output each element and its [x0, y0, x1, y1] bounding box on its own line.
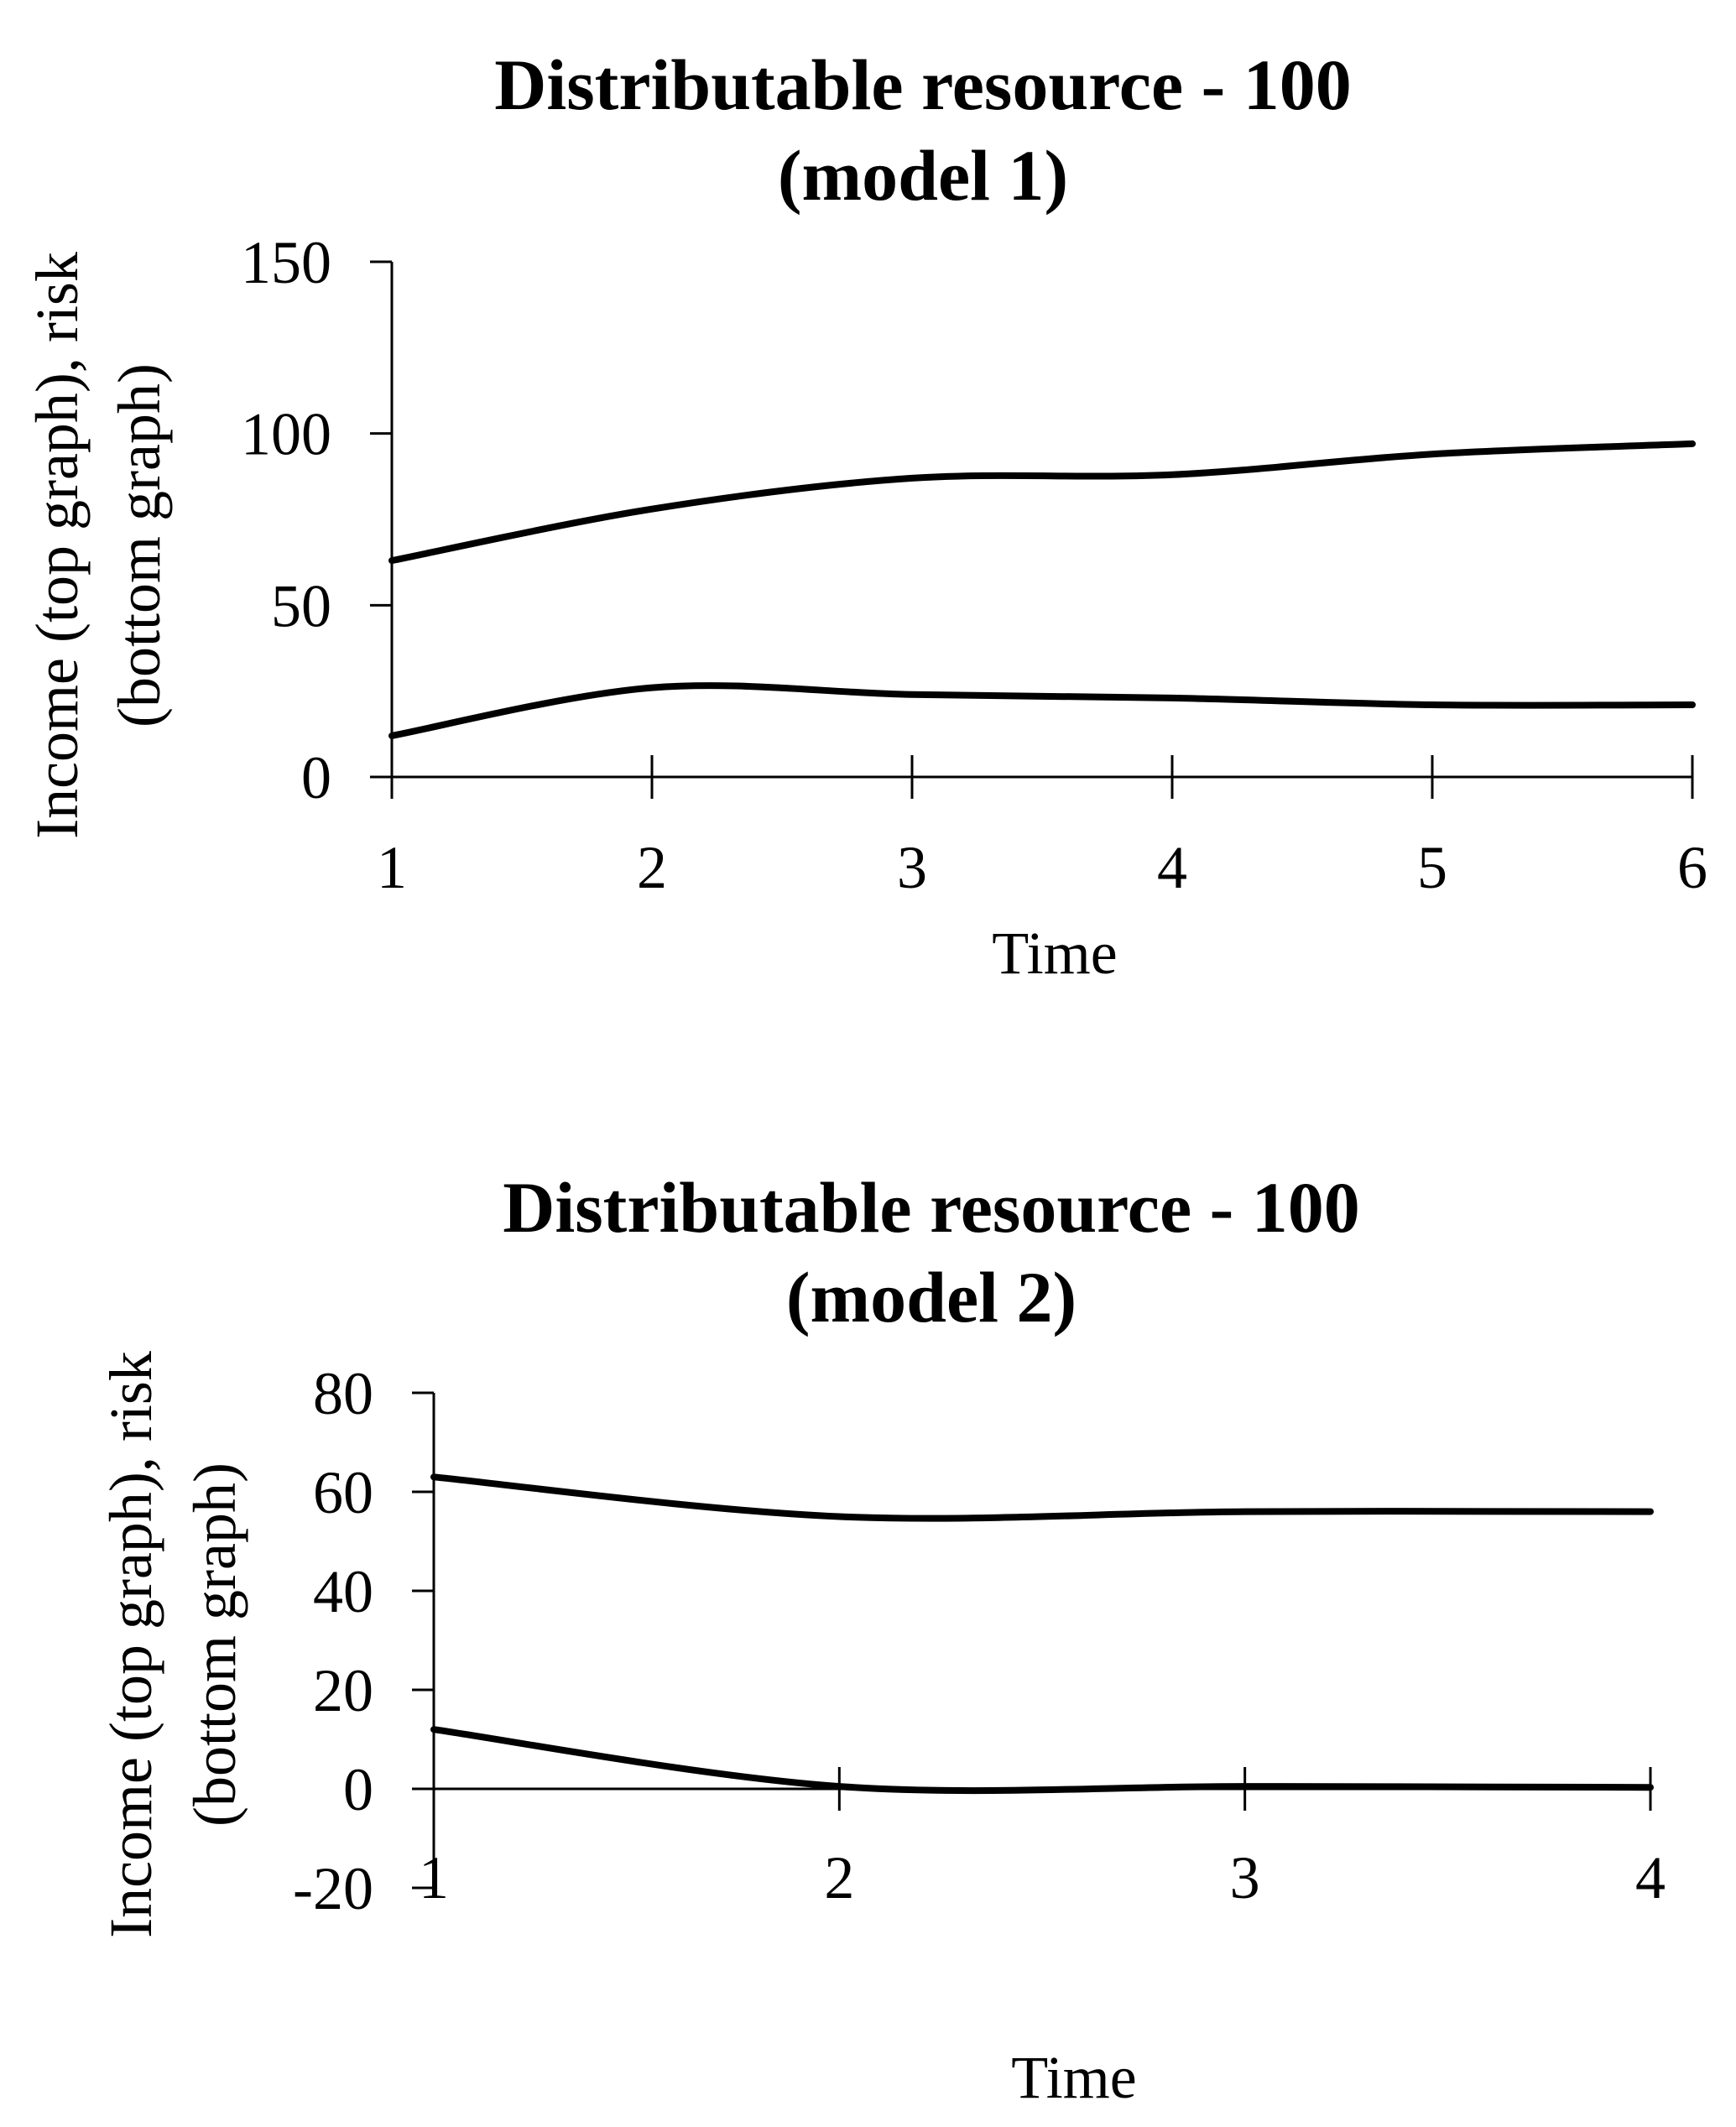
chart-2-y-tick-label: -20 [293, 1855, 373, 1922]
chart-2-x-tick-label: 3 [1230, 1844, 1260, 1911]
chart-2-axes: -20 0 20 40 60 80 1 2 3 4 [293, 1360, 1666, 1922]
chart-1-y-tick-label: 100 [241, 401, 331, 468]
chart-1-xlabel: Time [992, 920, 1117, 987]
chart-2-series-risk [430, 1726, 1654, 1795]
chart-model-1: Distributable resource - 100 (model 1) I… [23, 44, 1707, 987]
chart-1-ylabel-line2: (bottom graph) [106, 363, 173, 727]
chart-1-x-tick-label: 6 [1677, 834, 1707, 901]
chart-1-x-tick-label: 4 [1157, 834, 1187, 901]
chart-2-y-tick-label: 60 [313, 1459, 373, 1526]
chart-2-xlabel: Time [1011, 2044, 1136, 2111]
chart-model-2: Distributable resource - 100 (model 2) I… [97, 1167, 1666, 2111]
chart-2-series [430, 1473, 1654, 1795]
chart-1-x-tick-label: 5 [1417, 834, 1447, 901]
chart-2-title-line1: Distributable resource - 100 [503, 1167, 1360, 1248]
chart-2-ylabel-line1: Income (top graph), risk [97, 1351, 164, 1938]
chart-2-y-tick-label: 40 [313, 1558, 373, 1625]
chart-2-y-tick-label: 0 [343, 1756, 373, 1823]
chart-2-x-tick-label: 1 [419, 1844, 449, 1911]
chart-1-series-risk [388, 682, 1696, 739]
chart-1-x-tick-label: 1 [377, 834, 407, 901]
chart-2-x-tick-label: 4 [1635, 1844, 1666, 1911]
chart-1-title-line1: Distributable resource - 100 [494, 44, 1352, 125]
chart-2-series-income [430, 1473, 1654, 1522]
chart-1-series-income [388, 440, 1696, 565]
chart-2-title-line2: (model 2) [786, 1257, 1077, 1337]
chart-1-series [388, 440, 1696, 739]
chart-2-y-tick-label: 80 [313, 1360, 373, 1427]
chart-2-ylabel-line2: (bottom graph) [181, 1462, 248, 1827]
chart-1-y-tick-label: 150 [241, 229, 331, 296]
chart-1-x-tick-label: 2 [637, 834, 667, 901]
chart-1-x-tick-label: 3 [897, 834, 927, 901]
chart-1-title-line2: (model 1) [778, 135, 1068, 216]
chart-1-y-tick-label: 50 [271, 572, 331, 639]
chart-1-y-tick-label: 0 [301, 744, 331, 811]
chart-1-ylabel-line1: Income (top graph), risk [23, 252, 91, 839]
chart-2-x-tick-label: 2 [824, 1844, 854, 1911]
chart-2-y-tick-label: 20 [313, 1657, 373, 1724]
chart-1-axes: 0 50 100 150 1 2 3 4 5 6 [241, 229, 1707, 901]
